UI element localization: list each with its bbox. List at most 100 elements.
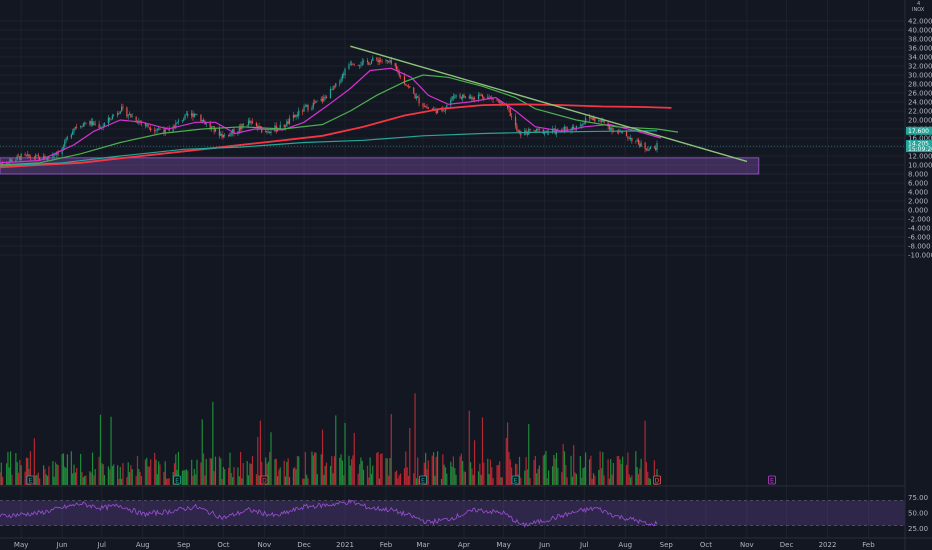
volume-bar (74, 472, 76, 485)
volume-bar (109, 469, 111, 485)
volume-bar (557, 467, 559, 485)
volume-bar (232, 477, 234, 485)
volume-bar (406, 467, 408, 485)
candle-body (348, 64, 350, 69)
volume-bar (307, 478, 309, 485)
volume-bar (76, 467, 78, 485)
candle-body (249, 120, 251, 123)
volume-bar (212, 401, 214, 485)
volume-bar (167, 478, 169, 485)
candle-body (655, 147, 657, 151)
volume-bar (631, 475, 633, 485)
volume-bar (570, 455, 572, 485)
candle-body (91, 121, 94, 126)
candle-body (381, 61, 383, 62)
candle-body (388, 61, 390, 63)
volume-bar (201, 419, 203, 485)
candle-body (295, 114, 297, 117)
line-ma-mid (0, 74, 679, 166)
candle-body (463, 94, 465, 98)
volume-bar (65, 468, 67, 485)
volume-bar (489, 459, 492, 485)
candle-body (557, 129, 559, 130)
volume-bar (403, 468, 406, 485)
candle-body (473, 98, 476, 100)
volume-bar (11, 474, 13, 485)
price-tick-label: 32.000 (908, 63, 932, 71)
rsi-tick-label: 25.00 (908, 525, 928, 533)
candle-body (93, 121, 95, 125)
volume-bar (89, 471, 91, 485)
candle-body (464, 96, 466, 98)
candle-body (472, 98, 474, 100)
candle-body (480, 94, 482, 96)
candle-body (533, 130, 535, 131)
volume-bar (649, 478, 651, 485)
volume-bar (61, 454, 63, 485)
candle-body (43, 156, 45, 160)
candle-body (362, 60, 365, 62)
volume-bar (25, 457, 28, 485)
volume-bar (417, 457, 419, 485)
volume-bar (80, 453, 82, 485)
volume-bar (147, 466, 149, 485)
volume-bar (6, 463, 8, 485)
volume-bar (591, 478, 593, 485)
volume-bar (99, 414, 102, 485)
volume-bar (159, 464, 161, 485)
candle-body (205, 123, 207, 125)
candle-body (451, 96, 453, 101)
candle-body (192, 113, 194, 118)
volume-bar (501, 477, 503, 485)
volume-bar (101, 463, 103, 485)
ma-price-tag-text: 17.600 (908, 128, 929, 135)
volume-bar (46, 475, 49, 485)
candle-body (306, 104, 308, 107)
volume-bar (52, 461, 54, 485)
candle-body (516, 125, 518, 131)
candle-body (368, 62, 370, 65)
time-tick-label: Apr (458, 541, 470, 549)
candle-body (487, 96, 489, 99)
candle-body (84, 123, 86, 125)
volume-bar (639, 468, 641, 485)
volume-bar (409, 428, 411, 485)
price-tick-label: 34.000 (908, 54, 932, 62)
volume-bar (546, 478, 548, 485)
volume-bar (390, 414, 392, 485)
candle-body (590, 117, 592, 119)
candle-body (573, 126, 575, 129)
candle-body (147, 124, 149, 128)
event-marker-earnings: E (26, 475, 35, 485)
volume-bar (148, 466, 150, 485)
price-tick-label: 40.000 (908, 27, 932, 35)
candle-body (224, 134, 226, 136)
candle-body (510, 116, 513, 117)
candle-body (341, 74, 343, 79)
candle-body (588, 117, 591, 119)
candle-body (575, 125, 577, 130)
candle-body (54, 154, 57, 156)
candle-body (378, 60, 380, 63)
candle-body (45, 159, 47, 161)
volume-bar (228, 467, 230, 485)
volume-bar (48, 466, 50, 485)
candle-body (489, 96, 492, 98)
volume-bar (121, 478, 123, 485)
volume-bar (414, 393, 416, 485)
price-tick-label: -4.000 (908, 225, 931, 233)
volume-bar (454, 468, 456, 485)
candle-body (565, 126, 567, 128)
volume-bar (274, 459, 276, 485)
volume-bar (344, 422, 346, 485)
candle-body (591, 118, 593, 120)
volume-bar (316, 474, 318, 485)
candle-body (154, 130, 156, 131)
volume-bar (82, 477, 84, 485)
volume-bar (446, 473, 448, 485)
time-tick-label: Oct (217, 541, 229, 549)
candle-body (628, 138, 630, 140)
volume-bar (333, 456, 336, 485)
